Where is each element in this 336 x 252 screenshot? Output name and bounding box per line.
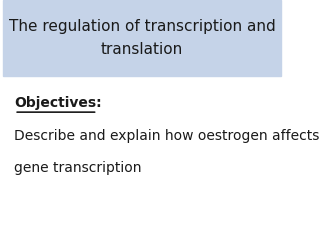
Text: translation: translation: [101, 42, 183, 57]
Text: The regulation of transcription and: The regulation of transcription and: [8, 19, 275, 34]
FancyBboxPatch shape: [3, 0, 281, 76]
Text: Describe and explain how oestrogen affects: Describe and explain how oestrogen affec…: [14, 129, 320, 143]
Text: gene transcription: gene transcription: [14, 161, 142, 175]
Text: Objectives:: Objectives:: [14, 96, 102, 110]
